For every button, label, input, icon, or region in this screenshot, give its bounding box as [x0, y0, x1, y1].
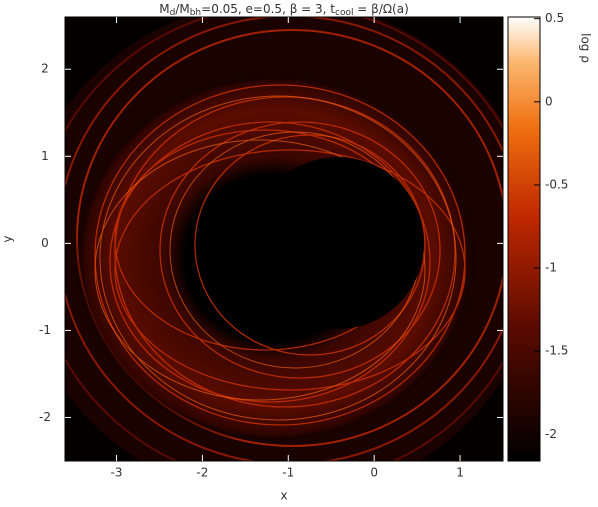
- title-subscript: bh: [190, 8, 201, 18]
- colorbar-tick-label: -1.5: [545, 344, 568, 358]
- title-part: M: [159, 2, 169, 16]
- colorbar-tick-label: -2: [545, 427, 557, 441]
- y-tick-label: 2: [41, 62, 49, 76]
- y-tick-label: -1: [39, 323, 51, 337]
- colorbar-tick-label: 0: [545, 94, 553, 108]
- y-tick-label: 1: [41, 149, 49, 163]
- x-tick-label: 1: [456, 466, 464, 480]
- y-axis-label: y: [1, 235, 15, 242]
- title-part: =0.05, e=0.5, β = 3, t: [201, 2, 335, 16]
- x-tick-label: -1: [282, 466, 294, 480]
- plot-frame: [64, 16, 504, 462]
- chart-title: Md/Mbh=0.05, e=0.5, β = 3, tcool = β/Ω(a…: [159, 2, 409, 18]
- colorbar-label: log ρ: [579, 33, 593, 63]
- colorbar-tick-label: 0.5: [545, 11, 564, 25]
- colorbar-tick-label: -1: [545, 261, 557, 275]
- x-axis-label: x: [280, 489, 287, 503]
- title-part: /M: [175, 2, 189, 16]
- title-subscript: d: [170, 8, 176, 18]
- x-tick-label: 0: [370, 466, 378, 480]
- colorbar-tick-label: -0.5: [545, 177, 568, 191]
- title-part: = β/Ω(a): [353, 2, 408, 16]
- density-image: [65, 17, 503, 461]
- x-tick-label: -2: [196, 466, 208, 480]
- title-subscript: cool: [335, 8, 353, 18]
- y-tick-label: 0: [41, 236, 49, 250]
- y-tick-label: -2: [39, 410, 51, 424]
- colorbar: [507, 16, 541, 462]
- x-tick-label: -3: [111, 466, 123, 480]
